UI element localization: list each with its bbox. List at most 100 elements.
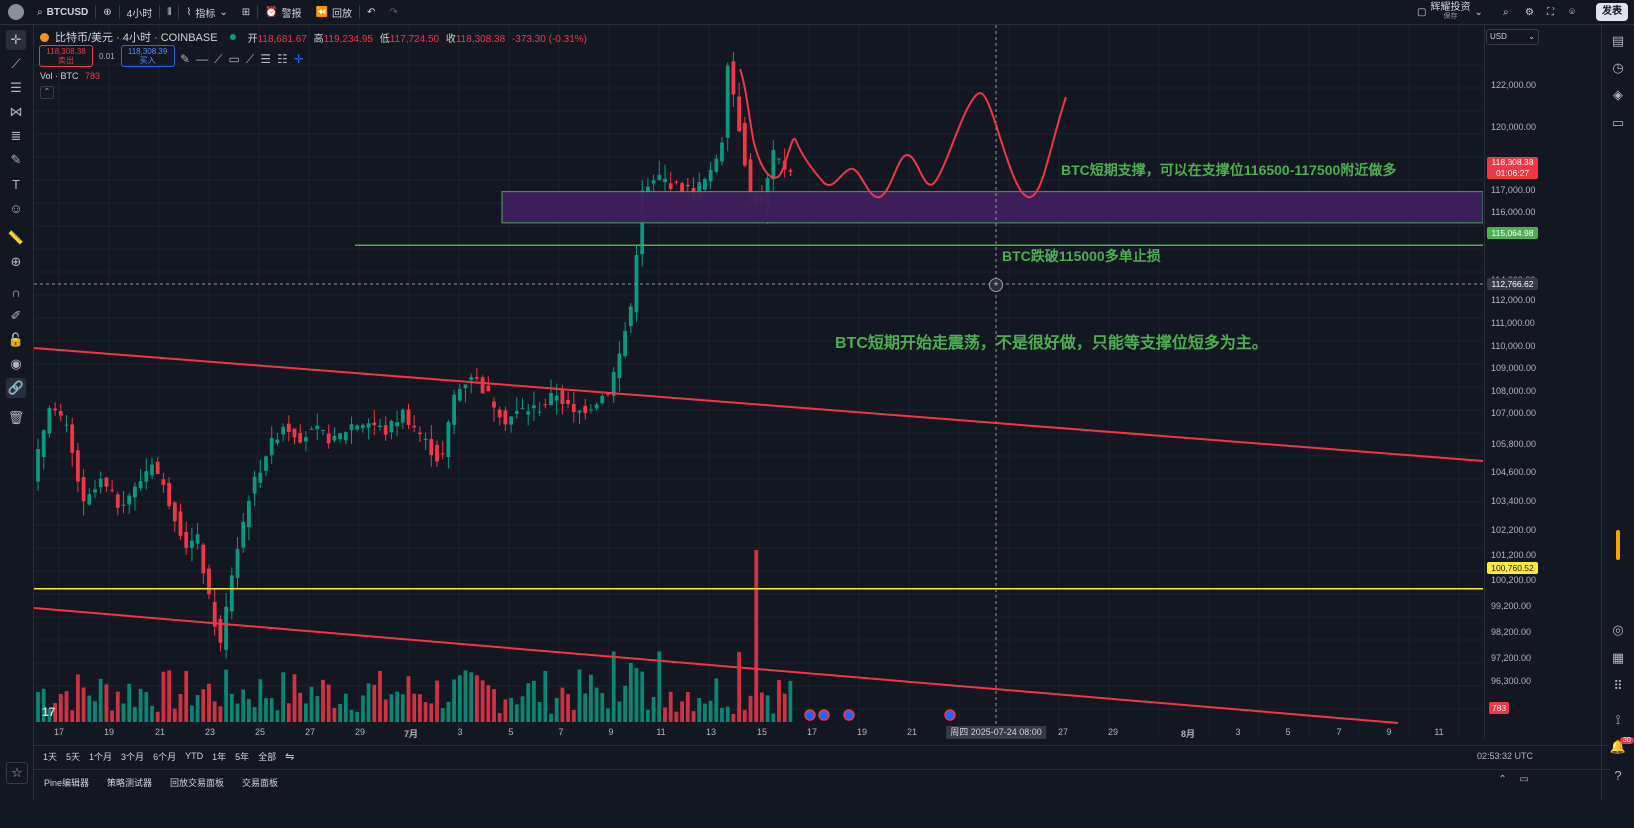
volume-bar xyxy=(691,711,696,722)
chat-icon[interactable]: ▭ xyxy=(1611,115,1625,130)
candle-body xyxy=(315,425,320,430)
range-ytd[interactable]: YTD xyxy=(185,751,204,761)
volume-legend[interactable]: Vol · BTC 783 xyxy=(40,71,100,81)
trash-icon[interactable]: 🗑 xyxy=(7,410,25,425)
gear-icon: ⚙ xyxy=(1525,6,1534,18)
target-icon[interactable]: ◎ xyxy=(1612,622,1624,637)
maximize-icon[interactable]: ▭ xyxy=(1519,774,1529,785)
time-tick-label: 23 xyxy=(204,727,216,737)
rectangle-icon[interactable]: ▭ xyxy=(228,52,240,66)
currency-select[interactable]: USD ⌄ xyxy=(1486,29,1539,45)
price-tick-label: 103,400.00 xyxy=(1491,496,1537,506)
quick-search-button[interactable]: ⌕ xyxy=(1496,0,1516,24)
fib-tool-icon[interactable]: ≣ xyxy=(10,128,22,143)
indicators-button[interactable]: ⌇ 指标 ⌄ xyxy=(179,0,234,24)
price-axis[interactable]: 122,000.00 120,000.00 117,000.00 116,000.00… xyxy=(1484,25,1601,739)
help-icon[interactable]: ? xyxy=(1614,767,1622,783)
time-axis[interactable]: 17 19 21 23 25 27 29 7月 3 5 7 9 11 13 15 17 19 21 27 29 8月 3 5… xyxy=(34,725,1483,741)
chevron-up-icon[interactable]: ⌃ xyxy=(1498,774,1507,785)
stop-annotation[interactable]: BTC跌破115000多单止损 xyxy=(1002,248,1161,264)
favorites-star-icon[interactable]: ☆ xyxy=(6,762,28,784)
publish-button[interactable]: 发表 xyxy=(1596,3,1628,21)
chart-type-button[interactable]: ⫴ xyxy=(160,0,178,24)
candle-body xyxy=(657,174,662,181)
range-1m[interactable]: 1个月 xyxy=(89,751,113,762)
right-sidebar: ▤ ◷ ◈ ▭ ◎ ▦ ⠿ ⟟ 🔔 30 ? xyxy=(1601,25,1634,801)
utc-clock[interactable]: 02:53:32 UTC xyxy=(1476,751,1533,761)
volume-bar xyxy=(326,684,331,722)
apps-grid-icon[interactable]: ⠿ xyxy=(1613,678,1623,693)
tab-trading-panel[interactable]: 交易面板 xyxy=(242,777,279,788)
chart-svg[interactable] xyxy=(34,25,1483,739)
collapse-legend-button[interactable]: ⌃ xyxy=(40,86,54,99)
redo-button[interactable]: ↷ xyxy=(382,0,404,24)
range-all[interactable]: 全部 xyxy=(258,751,277,762)
scroll-indicator[interactable] xyxy=(1616,530,1620,560)
templates-button[interactable]: ⊞ xyxy=(235,0,257,24)
list-icon[interactable]: ☰ xyxy=(260,52,271,66)
range-1y[interactable]: 1年 xyxy=(212,751,227,762)
range-1d[interactable]: 1天 xyxy=(43,751,58,762)
outlook-annotation[interactable]: BTC短期开始走震荡，不是很好做，只能等支撑位短多为主。 xyxy=(835,335,1268,352)
price-tick-label: 98,200.00 xyxy=(1491,627,1532,637)
support-annotation[interactable]: BTC短期支撑，可以在支撑位116500-117500附近做多 xyxy=(1061,162,1397,178)
symbol-search[interactable]: ⌕ BTCUSD xyxy=(30,0,95,24)
candle-body xyxy=(218,619,223,643)
buy-button[interactable]: 118,308.39 买入 xyxy=(120,45,175,67)
alerts-clock-icon[interactable]: ◷ xyxy=(1612,60,1624,75)
legend-title[interactable]: 比特币/美元 · 4小时 · COINBASE xyxy=(55,32,218,44)
sell-button[interactable]: 118,308.38 卖出 xyxy=(39,45,93,67)
chart-canvas[interactable] xyxy=(34,25,1483,739)
compare-button[interactable]: ⊕ xyxy=(96,0,118,24)
time-tick-label: 11 xyxy=(1434,727,1444,737)
line-icon[interactable]: — xyxy=(196,52,209,66)
candle-body xyxy=(777,158,781,160)
date-range-icon[interactable]: ⇋ xyxy=(285,750,295,763)
avatar[interactable] xyxy=(8,4,24,20)
range-3m[interactable]: 3个月 xyxy=(121,751,145,762)
tab-replay-trading[interactable]: 回放交易面板 xyxy=(170,777,225,788)
tab-pine-editor[interactable]: Pine编辑器 xyxy=(44,777,90,788)
ruler-icon[interactable]: ⟋ xyxy=(245,52,255,66)
stay-drawing-icon[interactable]: ✐ xyxy=(10,308,22,323)
layers-icon[interactable]: ◈ xyxy=(1613,87,1623,102)
path-icon[interactable]: ⟋ xyxy=(214,52,223,66)
layout-button[interactable]: ▢ 辉耀投资 保存 ⌄ xyxy=(1410,0,1490,24)
range-6m[interactable]: 6个月 xyxy=(153,751,177,762)
volume-bar xyxy=(58,694,63,722)
eye-icon[interactable]: ◉ xyxy=(10,356,22,371)
interval-button[interactable]: 4小时 xyxy=(120,0,160,24)
calendar-icon[interactable]: ▦ xyxy=(1611,650,1625,665)
horizontal-lines-tool-icon[interactable]: ☰ xyxy=(10,80,22,95)
range-5d[interactable]: 5天 xyxy=(66,751,81,762)
pitchfork-tool-icon[interactable]: ⋈ xyxy=(9,104,23,119)
signal-icon[interactable]: ⟟ xyxy=(1615,712,1621,727)
crosshair-add-icon[interactable]: + xyxy=(989,278,1003,292)
replay-button[interactable]: ⏪ 回放 xyxy=(309,0,359,24)
magnet-tool-icon[interactable]: ∩ xyxy=(11,284,21,300)
crosshair-small-icon[interactable]: ✛ xyxy=(293,52,304,66)
volume-bar xyxy=(349,709,354,722)
zoom-tool-icon[interactable]: ⊕ xyxy=(10,254,22,269)
lock-icon[interactable]: 🔓 xyxy=(7,332,25,347)
link-icon[interactable]: 🔗 xyxy=(6,378,26,398)
text-tool-icon[interactable]: T xyxy=(12,176,20,192)
snapshot-button[interactable]: ⌾ xyxy=(1562,0,1582,24)
volume-bar xyxy=(144,692,149,722)
range-5y[interactable]: 5年 xyxy=(235,751,250,762)
fullscreen-icon: ⛶ xyxy=(1547,6,1554,18)
fullscreen-button[interactable]: ⛶ xyxy=(1540,0,1561,24)
brush-tool-icon[interactable]: ✎ xyxy=(10,152,22,167)
emoji-tool-icon[interactable]: ☺ xyxy=(9,200,23,216)
settings-button[interactable]: ⚙ xyxy=(1518,0,1541,24)
pen-icon[interactable]: ✎ xyxy=(180,52,191,66)
undo-button[interactable]: ↶ xyxy=(360,0,382,24)
watchlist-icon[interactable]: ▤ xyxy=(1611,33,1625,48)
trend-line-tool-icon[interactable]: ⟋ xyxy=(11,56,21,71)
ruler-tool-icon[interactable]: 📏 xyxy=(7,230,25,245)
crosshair-tool-icon[interactable]: ✛ xyxy=(6,30,26,50)
tab-strategy-tester[interactable]: 策略测试器 xyxy=(107,777,153,788)
candle-body xyxy=(788,170,793,172)
settings-lines-icon[interactable]: ☷ xyxy=(276,52,288,66)
alert-button[interactable]: ⏰ 警报 xyxy=(258,0,308,24)
